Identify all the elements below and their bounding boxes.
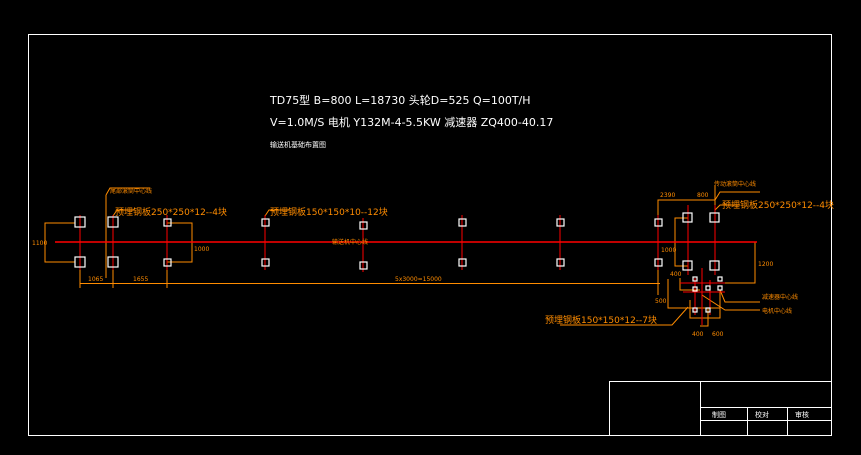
dim-drive-a: 500 [655,298,667,305]
label-head-center: 传动滚筒中心线 [714,180,756,188]
title-block-approved: 审核 [795,410,809,419]
dim-head-top-b: 800 [697,192,709,199]
title-block-drawn: 制图 [712,410,726,419]
dim-head-right: 1200 [758,261,773,268]
dim-head-side: 1000 [661,247,676,254]
title-block [609,381,832,436]
drawing-frame [28,34,832,436]
dim-1000: 1000 [194,246,209,253]
dim-drive-c: 400 [692,331,704,338]
label-tail-center: 尾部滚筒中心线 [110,187,152,195]
support-axis-lines [79,205,725,325]
foundation-plates [74,212,723,313]
dim-drive-d: 600 [712,331,724,338]
spec-line-1: TD75型 B=800 L=18730 头轮D=525 Q=100T/H [269,93,531,107]
dim-left-width: 1100 [32,240,47,247]
dim-1065: 1065 [88,276,103,283]
label-mid-plate: 预埋钢板150*150*10--12块 [270,206,388,218]
spec-line-3: 输送机基础布置图 [270,140,326,149]
dim-head-top-a: 2390 [660,192,675,199]
dim-span: 5x3000=15000 [395,276,442,283]
title-block-checked: 校对 [755,410,769,419]
dimension-lines [44,185,760,327]
label-drive-plate: 预埋钢板150*150*12--7块 [545,314,657,326]
label-reducer-center: 减速器中心线 [762,293,798,301]
dim-drive-b: 400 [670,271,682,278]
label-motor-center: 电机中心线 [762,307,792,315]
label-head-plate: 预埋钢板250*250*12--4块 [722,199,834,211]
dim-1655: 1655 [133,276,148,283]
label-centerline: 输送机中心线 [332,238,368,246]
label-tail-plate: 预埋钢板250*250*12--4块 [115,206,227,218]
spec-line-2: V=1.0M/S 电机 Y132M-4-5.5KW 减速器 ZQ400-40.1… [270,115,553,129]
